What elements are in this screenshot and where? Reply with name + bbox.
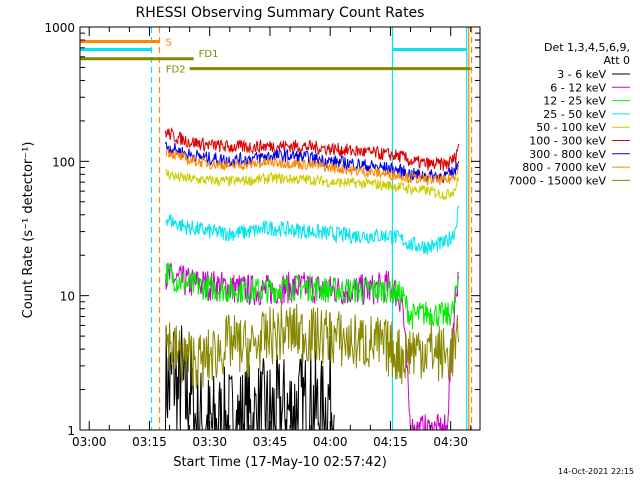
legend-label: 25 - 50 keV xyxy=(543,108,606,121)
x-tick-label: 04:30 xyxy=(433,435,468,449)
y-tick-label: 100 xyxy=(52,155,75,169)
series-line xyxy=(165,126,460,171)
series-line xyxy=(165,169,460,201)
series-line xyxy=(165,262,460,330)
series-line xyxy=(165,148,460,186)
x-axis: 03:00 03:15 03:30 03:45 04:00 04:15 04:30 xyxy=(72,27,472,449)
x-axis-label: Start Time (17-May-10 02:57:42) xyxy=(173,455,387,470)
state-bar-labels: S FD1 FD2 xyxy=(166,37,219,75)
legend-label: 12 - 25 keV xyxy=(543,95,606,108)
legend-label: 300 - 800 keV xyxy=(529,148,606,161)
plot-frame xyxy=(79,26,481,431)
legend-header-line-2: Att 0 xyxy=(604,54,630,67)
series-line xyxy=(165,141,460,184)
legend-label: 7000 - 15000 keV xyxy=(508,174,606,187)
legend-header-line-1: Det 1,3,4,5,6,9, xyxy=(544,41,630,54)
y-axis-label: Count Rate (s⁻¹ detector⁻¹) xyxy=(21,142,36,319)
legend-label: 50 - 100 keV xyxy=(536,121,606,134)
legend-label: 6 - 12 keV xyxy=(550,81,606,94)
y-tick-label: 1 xyxy=(67,424,75,438)
footer-timestamp: 14-Oct-2021 22:15 xyxy=(558,467,634,476)
series-line xyxy=(165,325,335,430)
series-line xyxy=(165,204,460,255)
legend-label: 800 - 7000 keV xyxy=(522,161,606,174)
x-tick-label: 03:00 xyxy=(72,435,107,449)
state-bar-label: FD1 xyxy=(199,49,219,60)
series-line xyxy=(165,262,460,430)
y-axis: 1 10 100 1000 xyxy=(44,21,480,438)
x-tick-label: 03:45 xyxy=(253,435,288,449)
x-tick-label: 04:00 xyxy=(313,435,348,449)
x-tick-label: 03:30 xyxy=(192,435,227,449)
state-bar-label: S xyxy=(166,37,172,48)
legend-label: 100 - 300 keV xyxy=(529,135,606,148)
state-bars xyxy=(80,39,471,71)
x-tick-label: 04:15 xyxy=(373,435,408,449)
x-tick-label: 03:15 xyxy=(132,435,167,449)
y-tick-label: 10 xyxy=(60,290,75,304)
chart-title: RHESSI Observing Summary Count Rates xyxy=(136,5,425,21)
legend-label: 3 - 6 keV xyxy=(557,68,606,81)
state-bar-label: FD2 xyxy=(166,65,186,76)
series-line xyxy=(165,303,460,389)
y-tick-label: 1000 xyxy=(44,21,75,35)
series-layer xyxy=(165,126,460,430)
